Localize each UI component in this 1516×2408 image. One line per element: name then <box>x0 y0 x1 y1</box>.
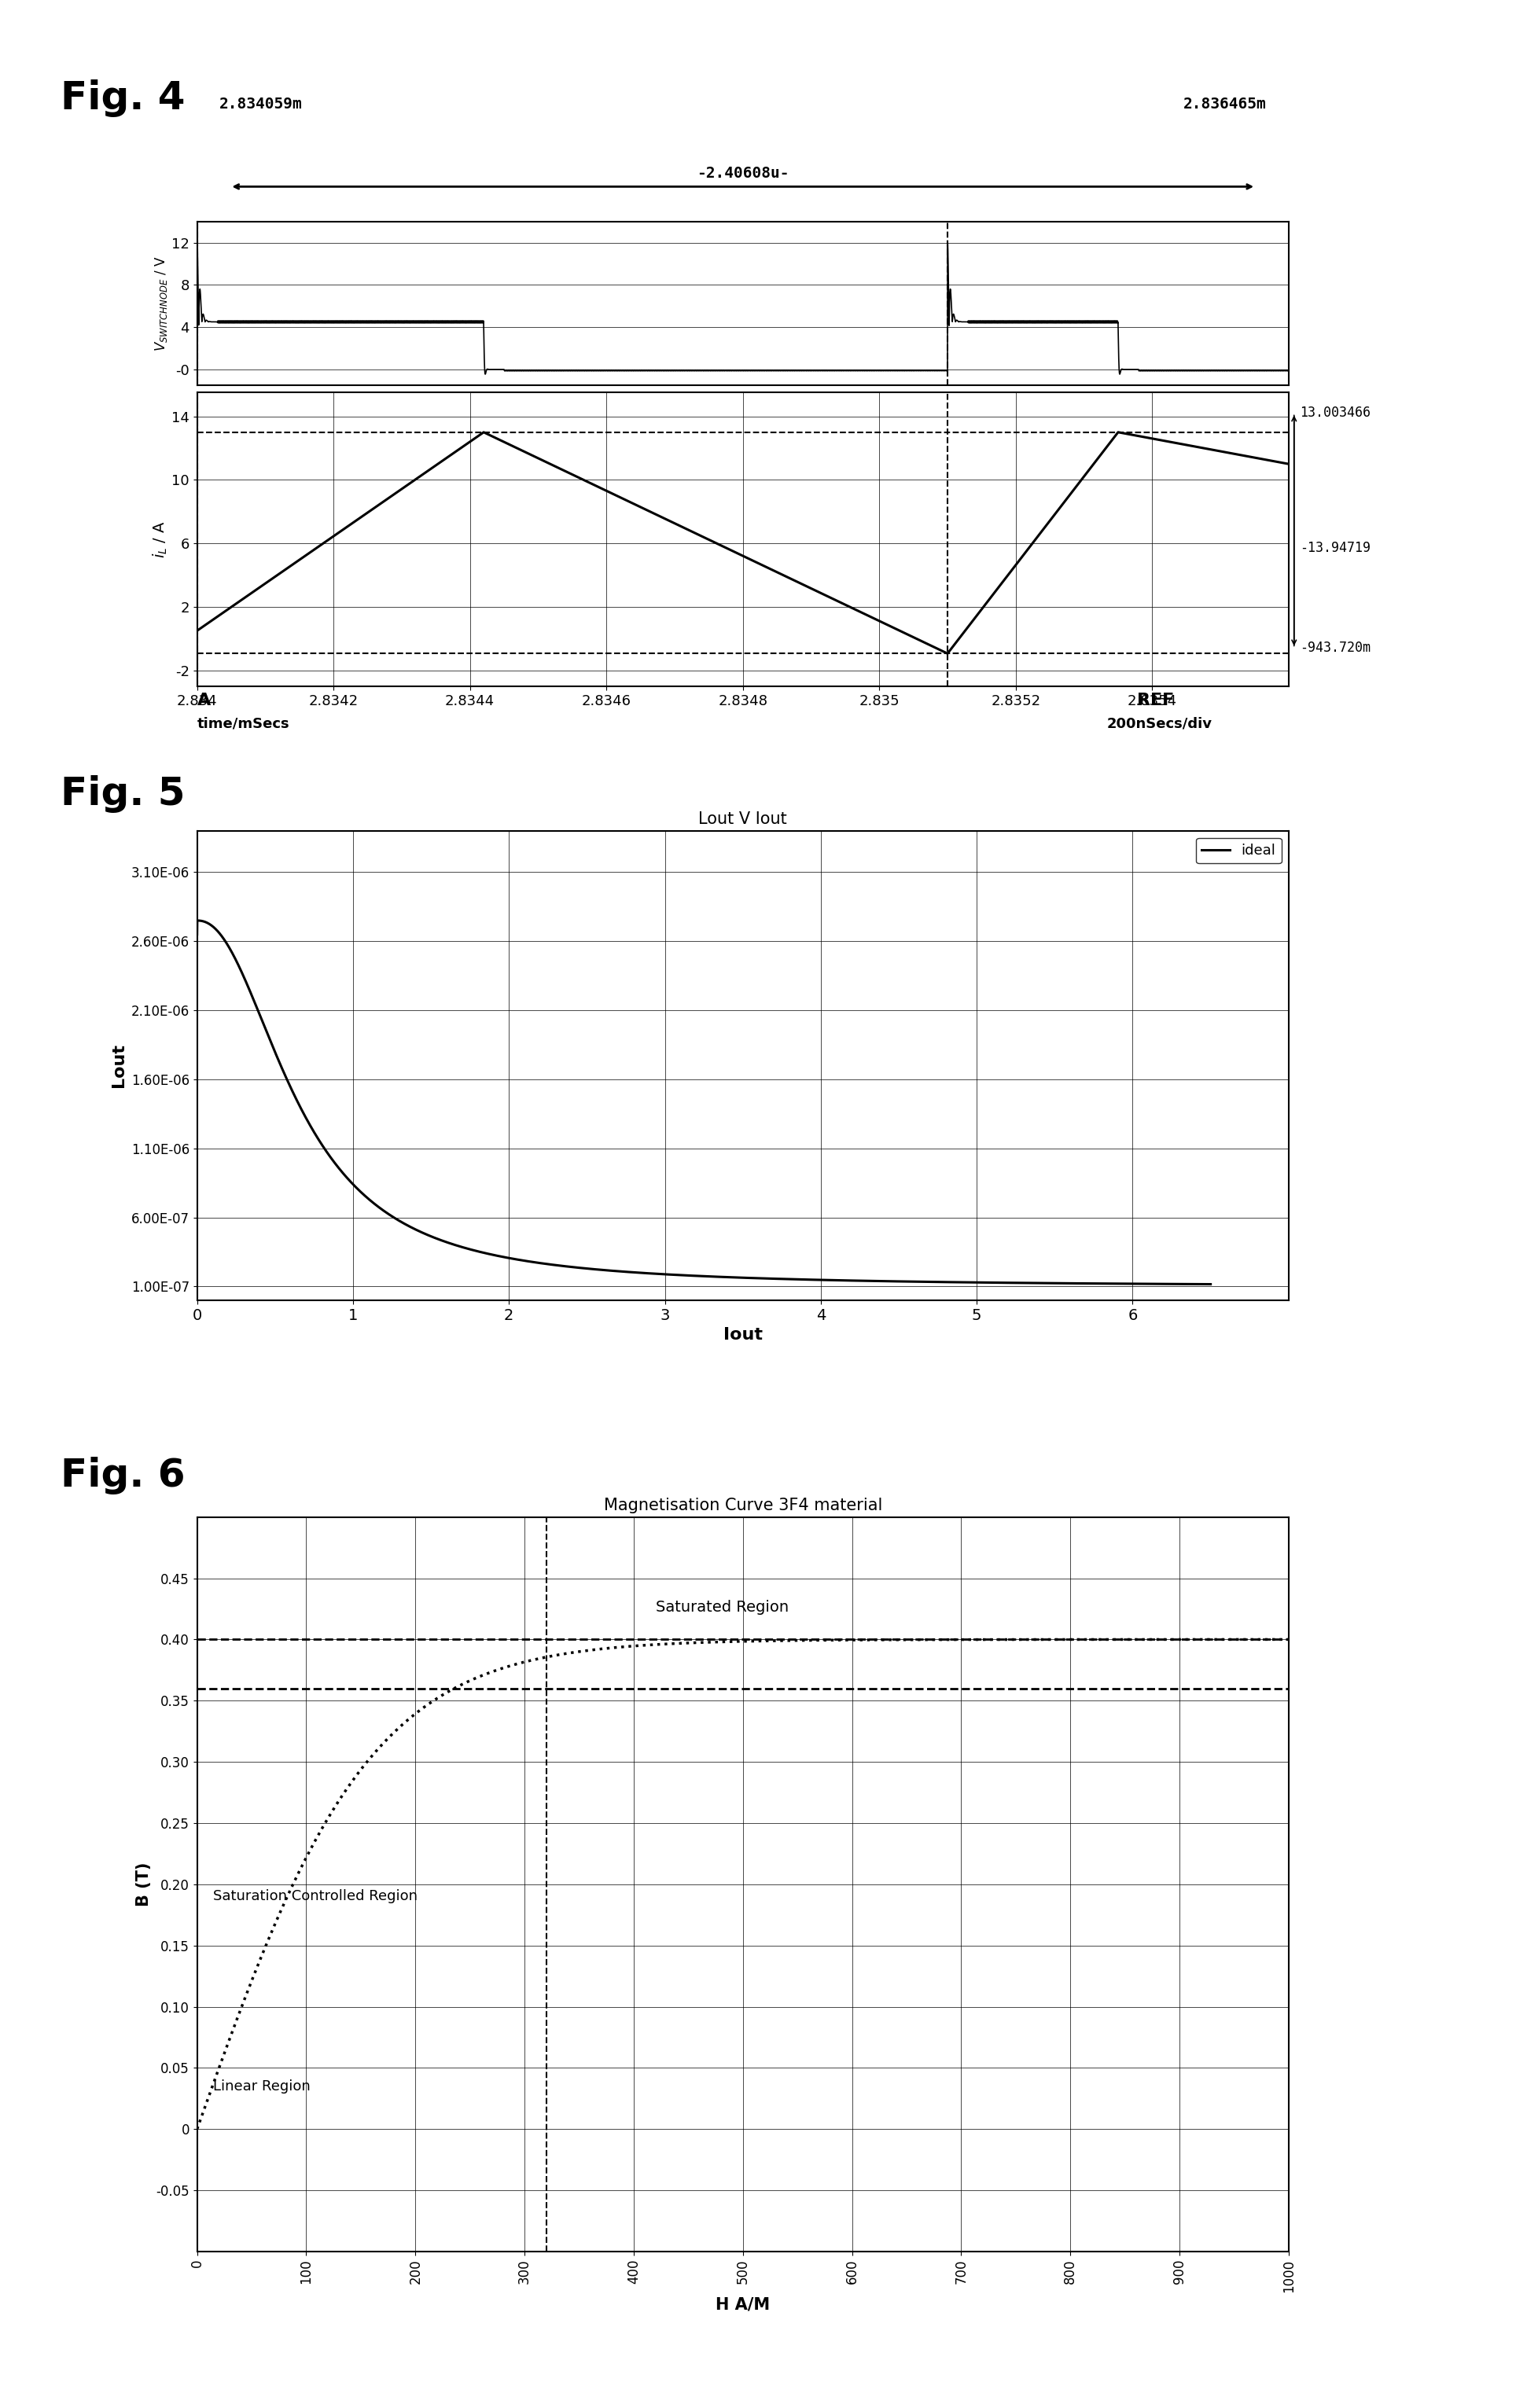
Text: A: A <box>197 694 211 708</box>
ideal <box>1202 1269 1220 1298</box>
Y-axis label: $i_L$ / A: $i_L$ / A <box>152 520 170 559</box>
Text: Fig. 5: Fig. 5 <box>61 775 185 814</box>
Y-axis label: Lout: Lout <box>111 1043 127 1088</box>
Text: time/mSecs: time/mSecs <box>197 715 290 730</box>
X-axis label: H A/M: H A/M <box>716 2297 770 2312</box>
Text: -2.40608u-: -2.40608u- <box>697 166 788 181</box>
Text: Fig. 6: Fig. 6 <box>61 1457 185 1495</box>
ideal <box>243 982 261 1011</box>
Y-axis label: B (T): B (T) <box>136 1861 152 1907</box>
Text: 2.834059m: 2.834059m <box>218 96 302 111</box>
ideal <box>1023 1269 1041 1298</box>
Text: Linear Region: Linear Region <box>214 2078 311 2093</box>
Text: Saturation Controlled Region: Saturation Controlled Region <box>214 1890 418 1905</box>
ideal <box>211 920 229 949</box>
X-axis label: Iout: Iout <box>723 1327 763 1344</box>
Text: -13.94719: -13.94719 <box>1299 542 1370 556</box>
ideal <box>797 1264 816 1293</box>
Text: 13.003466: 13.003466 <box>1299 407 1370 419</box>
Title: Lout V Iout: Lout V Iout <box>699 811 787 828</box>
ideal <box>279 1067 297 1096</box>
ideal <box>188 920 206 949</box>
Text: REF: REF <box>1137 694 1175 708</box>
Title: Magnetisation Curve 3F4 material: Magnetisation Curve 3F4 material <box>603 1498 882 1515</box>
Y-axis label: $V_{SWITCH NODE}$ / V: $V_{SWITCH NODE}$ / V <box>153 255 170 352</box>
Text: 2.836465m: 2.836465m <box>1184 96 1267 111</box>
Text: Fig. 4: Fig. 4 <box>61 79 185 118</box>
Line: ideal: ideal <box>197 920 1211 1283</box>
Legend: ideal: ideal <box>1196 838 1281 864</box>
ideal <box>188 905 206 934</box>
ideal <box>565 1252 584 1281</box>
Text: Saturated Region: Saturated Region <box>655 1599 788 1616</box>
Text: 200nSecs/div: 200nSecs/div <box>1107 715 1213 730</box>
Text: -943.720m: -943.720m <box>1299 641 1370 655</box>
